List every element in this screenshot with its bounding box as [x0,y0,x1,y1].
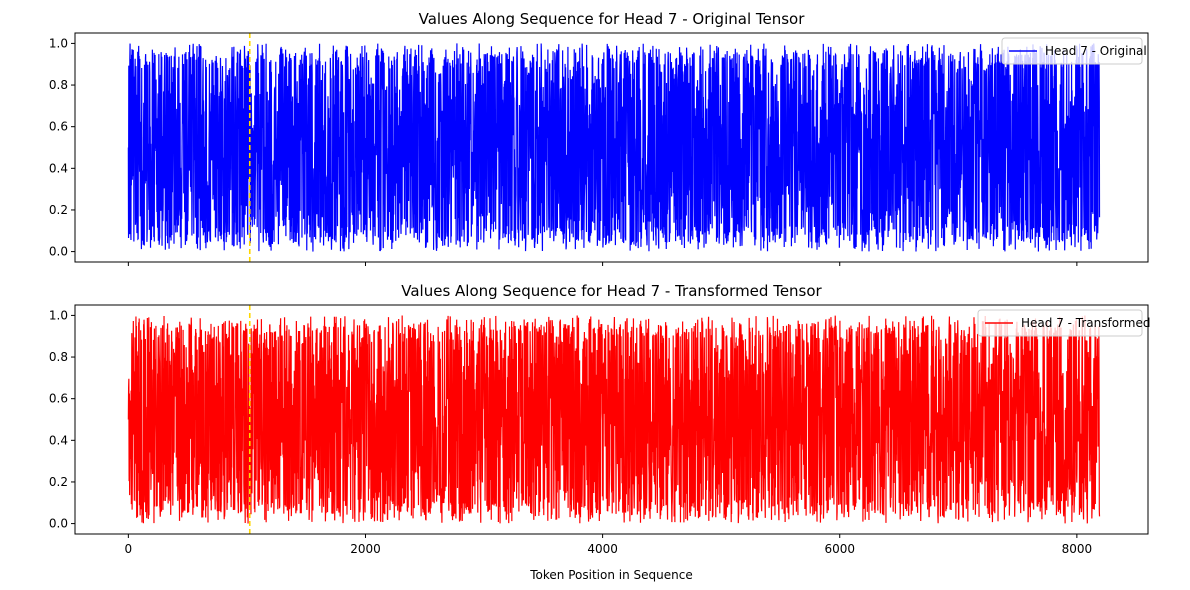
chart-title-transformed: Values Along Sequence for Head 7 - Trans… [401,282,822,300]
y-tick-label: 0.8 [49,78,68,92]
y-tick-label: 0.2 [49,203,68,217]
series-layer-original [127,43,1101,252]
legend-original: Head 7 - Original [1001,37,1147,65]
x-tick-label: 0 [125,542,133,556]
legend-label-original: Head 7 - Original [1045,44,1147,58]
series-line [127,315,1101,524]
y-tick-label: 0.4 [49,433,68,447]
legend-label-transformed: Head 7 - Transformed [1021,316,1150,330]
y-tick-label: 0.4 [49,161,68,175]
y-axis-original: 0.0 0.2 0.4 0.6 0.8 1.0 [49,36,75,259]
y-tick-label: 0.6 [49,120,68,134]
y-tick-label: 0.8 [49,350,68,364]
x-axis-original [127,262,1078,266]
y-tick-label: 1.0 [49,308,68,322]
legend-box [1001,37,1143,65]
y-tick-label: 0.6 [49,392,68,406]
x-axis-transformed: 0 2000 4000 6000 8000 [125,534,1093,556]
x-tick-label: 6000 [824,542,855,556]
legend-box [977,309,1143,337]
axes-frame-transformed [74,304,1149,535]
axes-frame-original [74,32,1149,263]
x-tick-label: 4000 [587,542,618,556]
y-tick-label: 0.0 [49,517,68,531]
y-tick-label: 0.0 [49,245,68,259]
y-axis-transformed: 0.0 0.2 0.4 0.6 0.8 1.0 [49,308,75,531]
series-line [127,43,1101,252]
chart-title-original: Values Along Sequence for Head 7 - Origi… [419,10,806,28]
y-tick-label: 0.2 [49,475,68,489]
subplot-transformed: Values Along Sequence for Head 7 - Trans… [49,282,1151,582]
x-tick-label: 2000 [350,542,381,556]
series-layer-transformed [127,315,1101,524]
x-axis-label: Token Position in Sequence [529,568,692,582]
y-tick-label: 1.0 [49,36,68,50]
legend-transformed: Head 7 - Transformed [977,309,1150,337]
subplot-original: Values Along Sequence for Head 7 - Origi… [49,10,1149,266]
x-tick-label: 8000 [1062,542,1093,556]
